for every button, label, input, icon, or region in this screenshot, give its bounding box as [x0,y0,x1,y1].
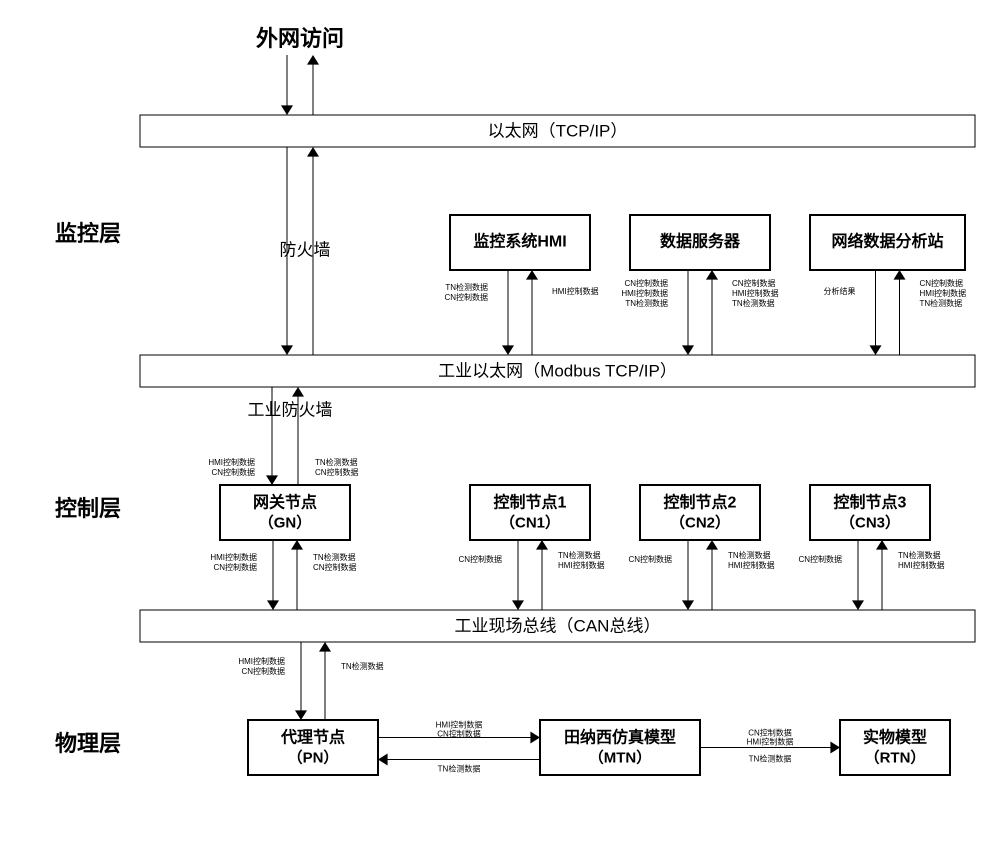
svg-text:控制节点1: 控制节点1 [494,493,567,512]
svg-text:工业现场总线（CAN总线）: 工业现场总线（CAN总线） [455,616,661,635]
svg-text:TN检测数据: TN检测数据 [749,754,792,764]
svg-text:工业以太网（Modbus TCP/IP）: 工业以太网（Modbus TCP/IP） [438,361,677,380]
svg-text:TN检测数据: TN检测数据 [728,550,771,560]
svg-text:CN控制数据: CN控制数据 [213,562,257,572]
svg-text:HMI控制数据: HMI控制数据 [552,286,599,296]
svg-text:HMI控制数据: HMI控制数据 [238,656,285,666]
svg-text:HMI控制数据: HMI控制数据 [621,288,668,298]
svg-text:网络数据分析站: 网络数据分析站 [831,232,943,251]
svg-text:HMI控制数据: HMI控制数据 [747,737,794,747]
svg-text:（CN2）: （CN2） [670,513,730,531]
svg-text:田纳西仿真模型: 田纳西仿真模型 [564,728,676,747]
svg-text:TN检测数据: TN检测数据 [558,550,601,560]
svg-text:监控系统HMI: 监控系统HMI [473,232,566,251]
svg-text:工业防火墙: 工业防火墙 [248,400,333,419]
svg-text:CN控制数据: CN控制数据 [458,554,502,564]
svg-text:CN控制数据: CN控制数据 [920,278,964,288]
svg-text:TN检测数据: TN检测数据 [898,550,941,560]
svg-text:数据服务器: 数据服务器 [660,232,741,251]
svg-text:CN控制数据: CN控制数据 [798,554,842,564]
svg-text:物理层: 物理层 [55,731,121,756]
svg-text:CN控制数据: CN控制数据 [624,278,668,288]
svg-text:外网访问: 外网访问 [256,26,344,51]
svg-text:TN检测数据: TN检测数据 [341,661,384,671]
svg-text:CN控制数据: CN控制数据 [437,729,481,739]
svg-text:监控层: 监控层 [55,221,121,246]
svg-text:以太网（TCP/IP）: 以太网（TCP/IP） [488,121,628,140]
svg-text:（RTN）: （RTN） [865,748,926,766]
svg-text:TN检测数据: TN检测数据 [920,298,963,308]
svg-text:HMI控制数据: HMI控制数据 [558,560,605,570]
svg-text:TN检测数据: TN检测数据 [438,764,481,774]
svg-text:（GN）: （GN） [259,513,312,531]
svg-text:HMI控制数据: HMI控制数据 [920,288,967,298]
svg-text:CN控制数据: CN控制数据 [748,728,792,738]
svg-text:TN检测数据: TN检测数据 [313,552,356,562]
svg-text:CN控制数据: CN控制数据 [444,292,488,302]
svg-text:TN检测数据: TN检测数据 [315,457,358,467]
svg-text:网关节点: 网关节点 [253,493,317,512]
svg-text:CN控制数据: CN控制数据 [211,467,255,477]
svg-text:HMI控制数据: HMI控制数据 [210,552,257,562]
svg-text:HMI控制数据: HMI控制数据 [208,457,255,467]
svg-text:分析结果: 分析结果 [824,286,856,296]
svg-text:控制节点2: 控制节点2 [664,493,737,512]
svg-text:（CN1）: （CN1） [500,513,560,531]
svg-text:实物模型: 实物模型 [863,728,927,747]
svg-text:代理节点: 代理节点 [280,728,345,747]
svg-text:（PN）: （PN） [288,748,339,766]
svg-text:CN控制数据: CN控制数据 [628,554,672,564]
svg-text:CN控制数据: CN控制数据 [732,278,776,288]
svg-text:HMI控制数据: HMI控制数据 [436,720,483,730]
svg-text:TN检测数据: TN检测数据 [732,298,775,308]
svg-text:HMI控制数据: HMI控制数据 [728,560,775,570]
svg-text:控制层: 控制层 [55,496,121,521]
svg-text:控制节点3: 控制节点3 [834,493,907,512]
svg-text:HMI控制数据: HMI控制数据 [732,288,779,298]
svg-text:TN检测数据: TN检测数据 [445,282,488,292]
svg-text:CN控制数据: CN控制数据 [241,666,285,676]
svg-text:CN控制数据: CN控制数据 [315,467,359,477]
svg-text:HMI控制数据: HMI控制数据 [898,560,945,570]
svg-text:（MTN）: （MTN） [589,748,652,766]
svg-text:CN控制数据: CN控制数据 [313,562,357,572]
svg-text:（CN3）: （CN3） [840,513,900,531]
svg-text:TN检测数据: TN检测数据 [625,298,668,308]
